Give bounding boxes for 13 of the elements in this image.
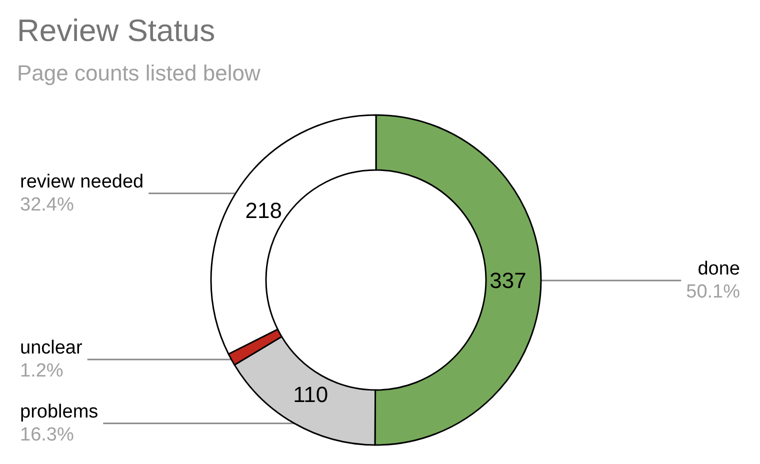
- text: 218: [245, 198, 282, 224]
- data-label: 50.1%: [686, 282, 740, 303]
- data-label: 16.3%: [20, 424, 74, 446]
- chart-subtitle: Page counts listed below: [17, 60, 260, 86]
- slice-label: problems: [20, 401, 98, 422]
- data-label: 32.4%: [20, 194, 74, 216]
- chart-title: Review Status: [17, 13, 216, 48]
- slice-label: unclear: [20, 337, 83, 358]
- slice-label: done: [698, 258, 740, 280]
- text: 110: [293, 382, 328, 408]
- text: 337: [490, 268, 526, 293]
- slice-label: review needed: [20, 171, 144, 192]
- data-label: 1.2%: [20, 360, 64, 382]
